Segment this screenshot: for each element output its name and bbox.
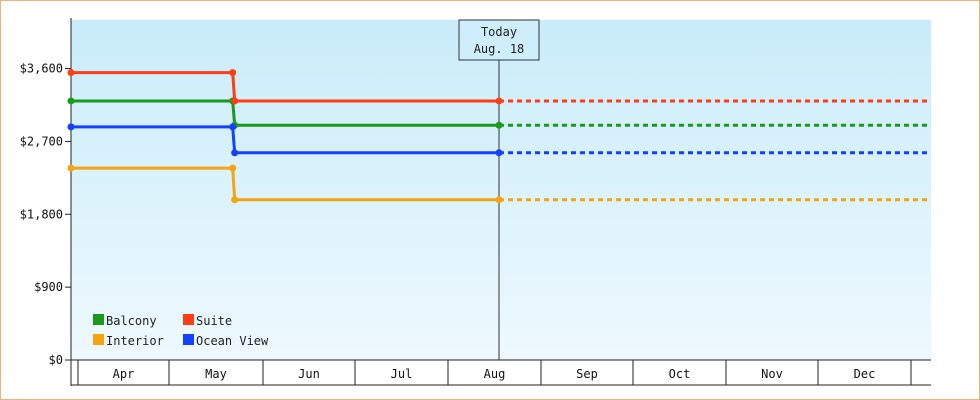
y-tick-label: $1,800	[20, 207, 63, 221]
series-ocean-view	[67, 123, 931, 157]
y-tick-label: $2,700	[20, 134, 63, 148]
legend: Balcony Suite Interior Ocean View	[93, 314, 269, 348]
y-axis: $0 $900 $1,800 $2,700 $3,600	[20, 18, 72, 386]
data-point-ocean-view[interactable]	[67, 123, 75, 131]
x-tick-label-may: May	[205, 367, 227, 381]
data-point-ocean-view[interactable]	[231, 149, 239, 157]
legend-swatch	[183, 314, 194, 325]
y-tick-label: $0	[49, 353, 63, 367]
legend-swatch	[93, 314, 104, 325]
today-date: Aug. 18	[474, 42, 525, 56]
data-point-balcony[interactable]	[495, 121, 503, 129]
data-point-interior[interactable]	[495, 196, 503, 204]
x-tick-label-dec: Dec	[854, 367, 876, 381]
data-point-suite[interactable]	[67, 69, 75, 77]
legend-item-interior[interactable]: Interior	[93, 334, 164, 348]
data-point-ocean-view[interactable]	[229, 123, 237, 131]
y-tick-label: $3,600	[20, 62, 63, 76]
x-tick-label-nov: Nov	[761, 367, 783, 381]
series-suite	[67, 69, 931, 105]
legend-swatch	[183, 334, 194, 345]
x-tick-label-apr: Apr	[113, 367, 135, 381]
series-line-ocean-view	[71, 125, 499, 155]
series-line-suite	[71, 71, 499, 103]
data-point-interior[interactable]	[229, 164, 237, 172]
legend-label: Interior	[106, 334, 164, 348]
legend-item-suite[interactable]: Suite	[183, 314, 232, 328]
plot-background	[71, 20, 931, 360]
today-label: Today	[481, 25, 517, 39]
data-point-suite[interactable]	[231, 97, 239, 105]
x-tick-label-sep: Sep	[576, 367, 598, 381]
x-tick-label-jul: Jul	[391, 367, 413, 381]
data-point-suite[interactable]	[495, 97, 503, 105]
legend-item-ocean-view[interactable]: Ocean View	[183, 334, 269, 348]
data-point-balcony[interactable]	[67, 97, 75, 105]
x-tick-label-jun: Jun	[298, 367, 320, 381]
x-axis: Apr May Jun Jul Aug Sep Oct Nov Dec	[71, 359, 931, 386]
data-point-suite[interactable]	[229, 69, 237, 77]
data-point-ocean-view[interactable]	[495, 149, 503, 157]
series-line-balcony	[71, 99, 499, 127]
legend-label: Balcony	[106, 314, 157, 328]
series-balcony	[67, 97, 931, 129]
series-interior	[67, 164, 931, 204]
series-line-interior	[71, 166, 499, 202]
data-point-interior[interactable]	[231, 196, 239, 204]
legend-label: Ocean View	[196, 334, 269, 348]
y-tick-label: $900	[34, 280, 63, 294]
x-tick-label-aug: Aug	[484, 367, 506, 381]
x-tick-label-oct: Oct	[669, 367, 691, 381]
legend-item-balcony[interactable]: Balcony	[93, 314, 157, 328]
today-box	[458, 19, 540, 61]
legend-label: Suite	[196, 314, 232, 328]
legend-swatch	[93, 334, 104, 345]
data-point-interior[interactable]	[67, 164, 75, 172]
today-marker: Today Aug. 18	[458, 19, 540, 360]
series-layer	[67, 69, 931, 204]
